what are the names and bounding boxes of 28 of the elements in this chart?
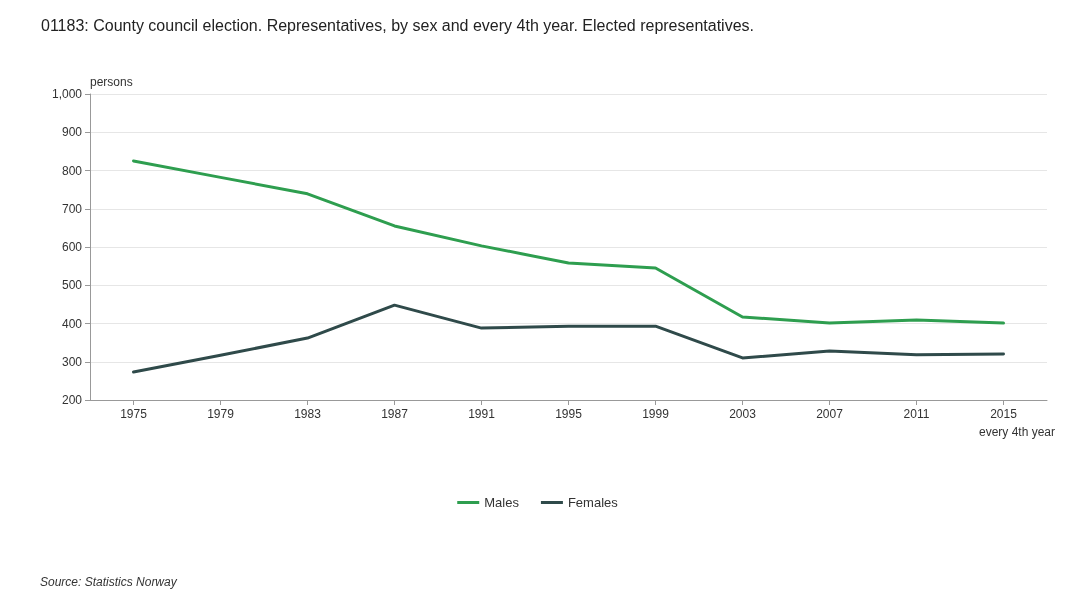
source-note: Source: Statistics Norway <box>40 575 178 589</box>
legend-label: Females <box>567 495 619 510</box>
x-tick-label: 1991 <box>468 407 496 421</box>
x-tick-label: 1995 <box>555 407 583 421</box>
y-axis-title: persons <box>90 75 133 89</box>
x-tick-label: 2003 <box>729 407 757 421</box>
y-tick-label: 800 <box>61 163 83 178</box>
y-tick-label: 500 <box>61 278 83 293</box>
y-tick-label: 700 <box>61 201 83 216</box>
y-tick-label: 1,000 <box>51 87 83 101</box>
x-tick-label: 2015 <box>990 407 1018 421</box>
y-tick-label: 600 <box>61 240 83 254</box>
x-tick-label: 1975 <box>120 407 148 421</box>
x-tick-label: 1983 <box>294 407 322 421</box>
x-tick-label: 1979 <box>207 407 235 421</box>
y-tick-label: 200 <box>61 393 83 407</box>
y-tick-label: 900 <box>61 125 83 140</box>
x-tick-label: 2011 <box>903 407 930 421</box>
x-axis-title: every 4th year <box>978 425 1055 439</box>
y-tick-label: 400 <box>61 316 83 331</box>
x-tick-label: 1987 <box>381 407 409 421</box>
legend-label: Males <box>484 495 520 510</box>
line-series <box>132 159 1005 325</box>
chart-title: 01183: County council election. Representatives, by sex and every 4th year. Elected representatives. <box>41 16 754 34</box>
x-tick-label: 1999 <box>642 407 670 421</box>
line-series <box>132 303 1005 374</box>
y-tick-label: 300 <box>61 354 83 369</box>
x-tick-label: 2007 <box>816 407 844 421</box>
